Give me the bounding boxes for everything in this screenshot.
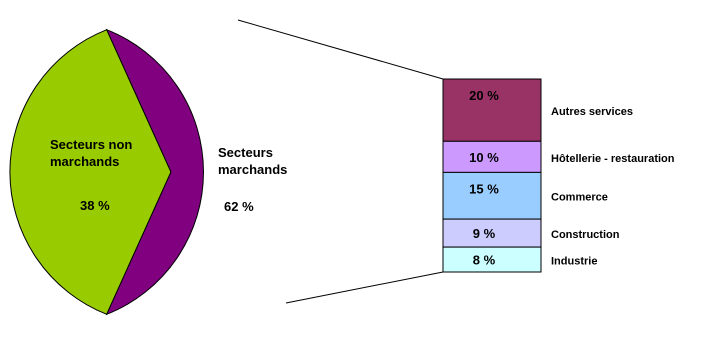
- breakdown-segment: [442, 140, 542, 173]
- connector-line-top: [237, 19, 444, 80]
- breakdown-value-label: 8 %: [473, 253, 496, 268]
- breakdown-segment: [442, 171, 542, 220]
- breakdown-value-label: 10 %: [469, 150, 499, 165]
- pie-slice-label: Secteurs marchands: [218, 145, 287, 177]
- breakdown-category-label: Construction: [551, 229, 620, 241]
- breakdown-segment: [442, 246, 542, 273]
- breakdown-value-label: 9 %: [473, 226, 496, 241]
- breakdown-segment: [442, 78, 542, 142]
- breakdown-value-label: 15 %: [469, 181, 499, 196]
- breakdown-category-label: Commerce: [551, 192, 608, 204]
- breakdown-category-label: Autres services: [551, 106, 633, 118]
- pie-slice-label-line: Secteurs: [218, 145, 273, 160]
- pie-slice-label-line: marchands: [50, 154, 119, 169]
- breakdown-category-label: Industrie: [551, 256, 597, 268]
- breakdown-value-label: 20 %: [469, 88, 499, 103]
- pie-slice-non-marchands: [9, 29, 172, 315]
- pie-slice-label: Secteurs non marchands: [50, 137, 132, 169]
- pie-slice-value-label: 62 %: [224, 199, 254, 214]
- breakdown-category-label: Hôtellerie - restauration: [551, 153, 675, 165]
- pie-slice-label-line: Secteurs non: [50, 137, 132, 152]
- pie-slice-marchands: [105, 28, 204, 316]
- connector-line-bottom: [285, 271, 444, 304]
- pie-slice-value-label: 38 %: [80, 198, 110, 213]
- pie-slice-label-line: marchands: [218, 162, 287, 177]
